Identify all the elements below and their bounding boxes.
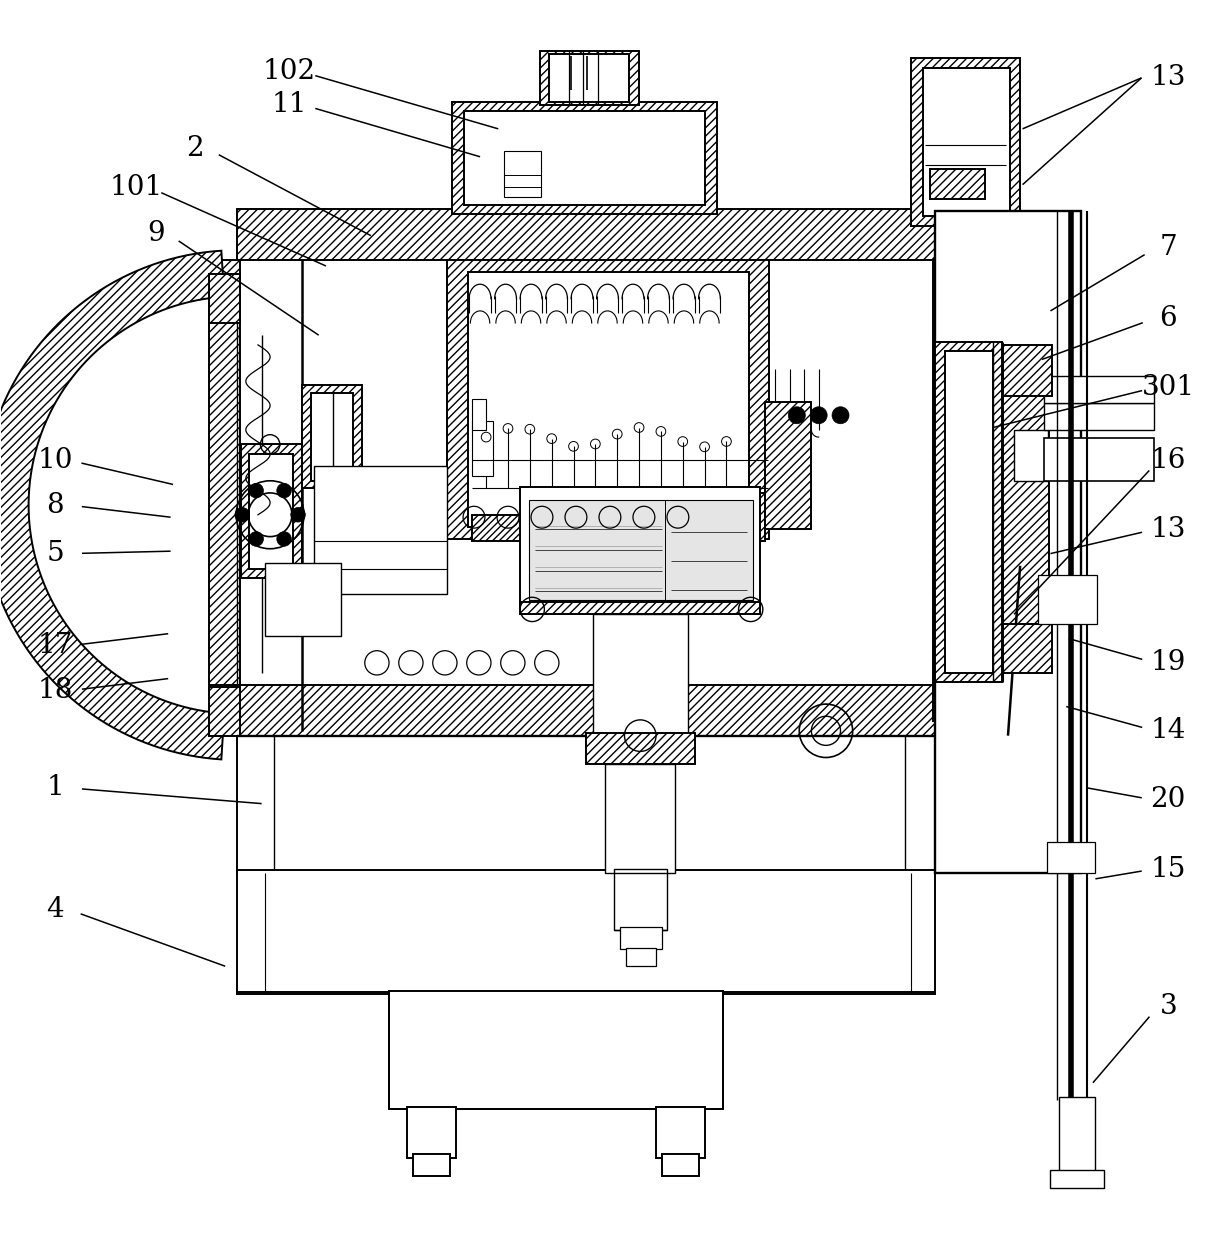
Circle shape: [810, 407, 827, 424]
Bar: [626, 948, 656, 966]
Bar: [936, 211, 1081, 872]
Bar: [549, 54, 629, 102]
Bar: [504, 151, 541, 197]
Bar: [593, 614, 688, 735]
Bar: [933, 260, 1004, 721]
Bar: [471, 422, 493, 475]
Bar: [209, 260, 239, 685]
Bar: [911, 59, 1021, 226]
Bar: [471, 399, 486, 429]
Bar: [605, 764, 676, 872]
Bar: [620, 927, 662, 950]
Text: 3: 3: [1159, 993, 1177, 1020]
Bar: [936, 342, 1002, 683]
Text: 2: 2: [186, 135, 204, 162]
Text: 1: 1: [46, 774, 64, 801]
Bar: [662, 1154, 699, 1176]
Circle shape: [290, 508, 305, 522]
Bar: [237, 685, 936, 735]
Bar: [693, 493, 765, 542]
Text: 16: 16: [1151, 447, 1186, 474]
Text: 10: 10: [38, 447, 73, 474]
Bar: [529, 500, 753, 600]
Bar: [1004, 624, 1052, 673]
Bar: [452, 102, 717, 213]
Text: 20: 20: [1151, 786, 1186, 814]
Bar: [471, 514, 757, 542]
Circle shape: [249, 483, 264, 498]
Bar: [468, 272, 750, 527]
Text: 13: 13: [1151, 515, 1186, 543]
Text: 4: 4: [46, 896, 64, 922]
Bar: [1051, 1171, 1104, 1188]
Circle shape: [277, 483, 292, 498]
Text: 5: 5: [46, 540, 64, 567]
Bar: [520, 602, 761, 614]
Bar: [313, 467, 447, 594]
Text: 15: 15: [1151, 856, 1186, 882]
Bar: [1045, 438, 1153, 480]
Bar: [237, 735, 936, 872]
Bar: [586, 734, 695, 764]
Bar: [656, 1107, 705, 1158]
Circle shape: [249, 532, 264, 547]
Text: 301: 301: [1142, 374, 1194, 401]
Bar: [301, 384, 362, 488]
Circle shape: [277, 532, 292, 547]
Text: 101: 101: [111, 173, 163, 201]
Bar: [413, 1154, 450, 1176]
Bar: [237, 208, 936, 260]
Bar: [1004, 344, 1052, 396]
Circle shape: [789, 407, 806, 424]
Bar: [520, 487, 761, 614]
Text: 6: 6: [1159, 305, 1177, 332]
Bar: [1039, 575, 1097, 624]
Bar: [765, 402, 812, 529]
Bar: [241, 444, 301, 578]
Bar: [539, 51, 639, 105]
Polygon shape: [0, 251, 225, 760]
Text: 14: 14: [1151, 718, 1186, 744]
Bar: [945, 351, 994, 673]
Bar: [209, 688, 239, 735]
Bar: [209, 275, 239, 323]
Text: 9: 9: [147, 220, 165, 247]
Bar: [265, 563, 340, 636]
Bar: [407, 1107, 456, 1158]
Circle shape: [234, 508, 249, 522]
Bar: [447, 260, 769, 539]
Bar: [923, 69, 1011, 216]
Text: 8: 8: [46, 492, 64, 519]
Bar: [311, 393, 352, 480]
Bar: [614, 869, 667, 930]
Bar: [1004, 376, 1050, 648]
Bar: [249, 454, 293, 569]
Circle shape: [832, 407, 849, 424]
Bar: [237, 870, 936, 995]
Text: 13: 13: [1151, 65, 1186, 91]
Bar: [464, 111, 705, 206]
Text: 102: 102: [262, 59, 316, 85]
Bar: [389, 991, 723, 1109]
Bar: [322, 522, 349, 533]
Text: 18: 18: [38, 678, 73, 704]
Text: 7: 7: [1159, 235, 1177, 261]
Bar: [1047, 842, 1096, 872]
Text: 19: 19: [1151, 649, 1186, 676]
Text: 11: 11: [272, 91, 307, 119]
Bar: [931, 168, 985, 200]
Bar: [1045, 403, 1153, 429]
Bar: [1059, 1097, 1096, 1173]
Text: 17: 17: [38, 633, 73, 659]
Bar: [1015, 429, 1049, 480]
Bar: [1045, 377, 1153, 403]
